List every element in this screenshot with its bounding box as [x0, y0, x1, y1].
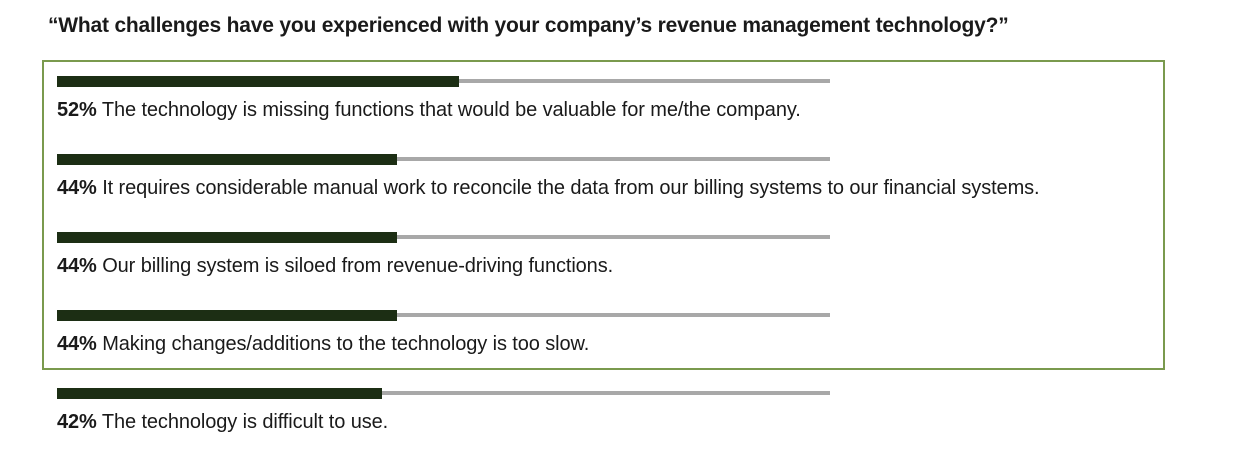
bar-fill	[57, 154, 398, 165]
bar-value-label: 44%	[57, 177, 97, 199]
chart-title: “What challenges have you experienced wi…	[48, 14, 1009, 37]
bar-fill	[57, 388, 382, 399]
bar-value-label: 42%	[57, 411, 97, 433]
bar-category-text: Our billing system is siloed from revenu…	[96, 255, 614, 277]
bar-value-label: 44%	[57, 333, 97, 355]
bar-fill	[57, 232, 398, 243]
bar-value-label: 44%	[57, 255, 97, 277]
bar-label: 44% Making changes/additions to the tech…	[57, 332, 589, 356]
bar-track-line	[57, 157, 830, 161]
bar-fill	[57, 310, 398, 321]
bar-category-text: The technology is missing functions that…	[96, 99, 801, 121]
bar-label: 52% The technology is missing functions …	[57, 98, 801, 122]
bar-category-text: It requires considerable manual work to …	[96, 177, 1040, 199]
bar-track	[57, 76, 830, 87]
bar-track	[57, 154, 830, 165]
bar-fill	[57, 76, 459, 87]
bar-track	[57, 388, 830, 399]
bar-label: 44% Our billing system is siloed from re…	[57, 254, 613, 278]
bar-track	[57, 310, 830, 321]
bar-track-line	[57, 313, 830, 317]
bar-label: 44% It requires considerable manual work…	[57, 176, 1040, 200]
highlight-box	[42, 60, 1165, 370]
bar-value-label: 52%	[57, 99, 97, 121]
bar-track	[57, 232, 830, 243]
bar-track-line	[57, 391, 830, 395]
bar-track-line	[57, 235, 830, 239]
bar-label: 42% The technology is difficult to use.	[57, 410, 388, 434]
bar-category-text: Making changes/additions to the technolo…	[96, 333, 590, 355]
bar-category-text: The technology is difficult to use.	[96, 411, 389, 433]
